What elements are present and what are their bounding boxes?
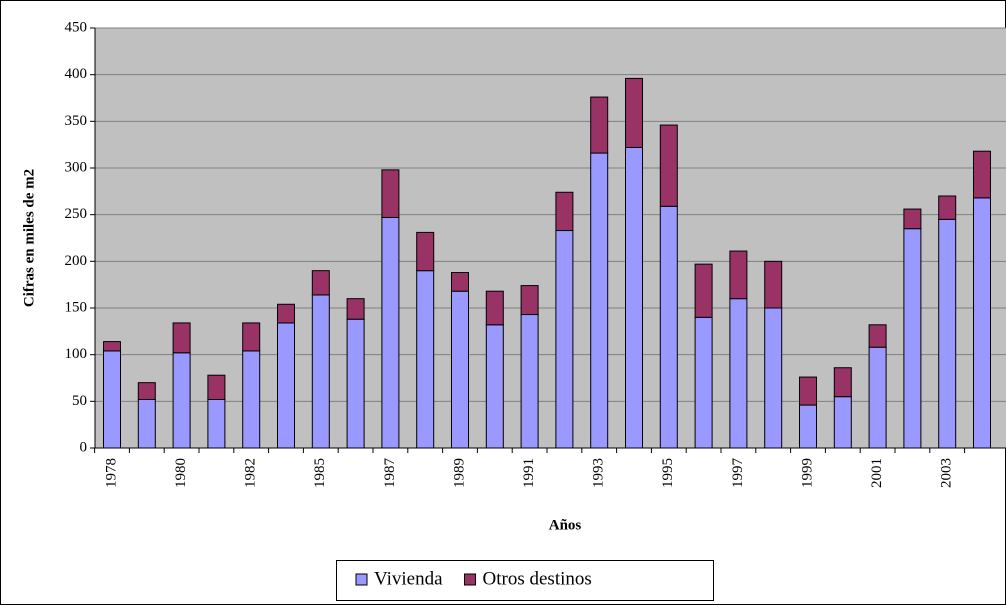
bar-segment [868,324,887,348]
bar-segment [729,250,748,300]
y-tick-label: 350 [65,113,88,129]
bar-segment [207,398,226,449]
bar-segment [242,322,261,352]
bar-segment [555,191,574,232]
bar-segment [625,77,643,148]
bar-segment [659,205,678,449]
bar-segment [277,303,295,324]
x-tick-label: 1980 [173,458,189,488]
bar-segment [137,398,156,449]
bar-segment [973,197,991,449]
x-tick-label: 1993 [591,458,607,488]
bar-segment [590,152,609,449]
bar-segment [451,272,469,292]
bar-segment [694,316,713,449]
bar-segment [764,260,783,309]
y-tick-label: 150 [65,299,88,315]
bar-segment [311,294,330,449]
legend-label: Otros destinos [483,568,592,589]
bar-segment [103,341,121,352]
bar-segment [103,350,121,449]
y-tick-label: 300 [65,159,88,175]
legend-label: Vivienda [374,568,443,589]
bar-segment [485,324,504,449]
bar-segment [903,208,922,230]
x-tick-label: 1995 [660,458,676,488]
bar-segment [694,263,713,318]
y-axis-label: Cifras en miles de m2 [21,169,37,307]
legend-box [336,560,714,601]
bar-segment [625,146,643,449]
bar-segment [590,96,609,154]
x-tick-label: 2001 [869,458,885,488]
bar-segment [311,270,330,296]
y-tick-label: 50 [72,393,87,409]
bar-segment [381,169,400,218]
bar-segment [833,367,852,398]
y-tick-label: 250 [65,206,88,222]
bar-segment [346,298,365,320]
bar-segment [799,404,817,449]
bar-segment [520,314,539,449]
x-tick-label: 1987 [382,458,398,489]
x-tick-label: 2003 [939,458,955,488]
x-tick-label: 1989 [451,458,467,488]
bar-segment [938,218,957,449]
x-tick-label: 1982 [243,458,259,488]
y-tick-label: 200 [65,253,88,269]
x-tick-label: 1985 [312,458,328,488]
bar-segment [659,124,678,207]
bar-segment [416,231,435,272]
bar-segment [172,352,191,449]
x-axis-label: Años [549,517,582,533]
bar-segment [172,322,191,354]
bar-segment [520,285,539,316]
bar-segment [416,270,435,449]
bar-segment [868,346,887,449]
y-tick-label: 400 [65,66,88,82]
bar-segment [381,216,400,449]
bar-segment [137,382,156,400]
y-tick-label: 100 [65,346,88,362]
bar-segment [277,322,295,449]
bar-segment [764,307,783,449]
bar-segment [346,318,365,449]
x-tick-label: 1978 [103,458,119,488]
legend-swatch [355,573,368,586]
y-tick-label: 0 [80,439,88,455]
bar-segment [451,290,469,449]
bar-segment [729,298,748,449]
bar-segment [485,290,504,326]
bar-segment [799,376,817,406]
x-tick-label: 1991 [521,458,537,488]
bar-segment [242,350,261,449]
x-tick-label: 1997 [730,458,746,489]
y-tick-label: 450 [65,19,88,35]
bar-segment [903,228,922,449]
bar-segment [207,374,226,400]
bar-segment [973,150,991,199]
x-tick-label: 1999 [799,458,815,488]
bar-segment [555,230,574,449]
legend-swatch [464,573,477,586]
bar-segment [938,195,957,220]
bar-segment [833,396,852,449]
